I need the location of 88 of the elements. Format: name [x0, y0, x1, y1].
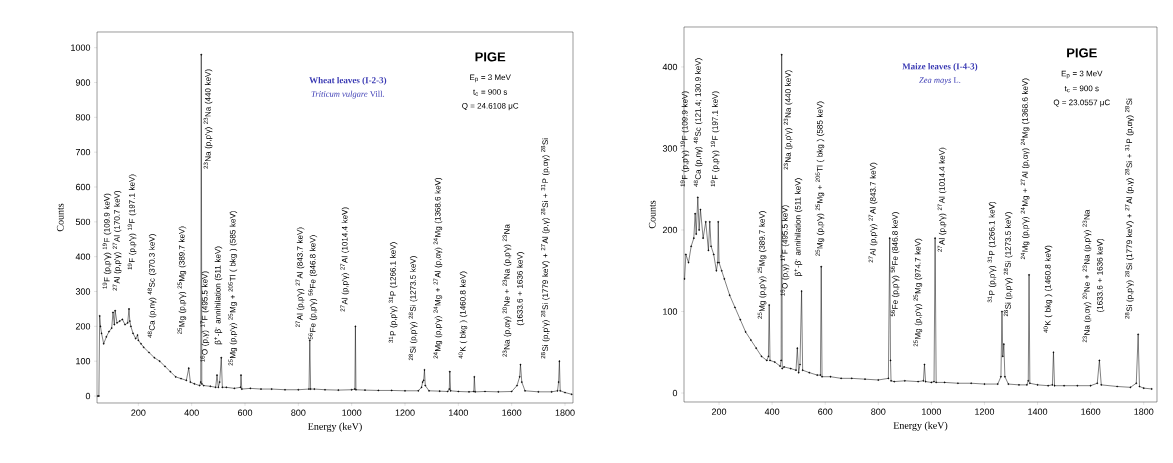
y-tick-label: 400	[662, 63, 678, 71]
annotation: $^{27}$Al (p,p'γ) $^{27}$Al (1014.4 keV)	[340, 207, 350, 312]
y-tick-label: 300	[662, 145, 678, 152]
annotation: $^{16}$O (p,γ) $^{17}$F (495.5 keV)	[200, 271, 210, 362]
text: $^{28}$Si (p,p'γ) $^{28}$Si (1779 keV) + $^{27}$Al (p,γ) $^{28}$Si + $^{31}$P (p,αγ) $^{28}$Si	[1125, 98, 1134, 319]
y-tick-label: 0	[672, 389, 678, 397]
annotation: $^{25}$Mg (p,p'γ) $^{25}$Mg + $^{205}$Tl ( bkg ) (585 keV)	[815, 101, 825, 256]
x-tick-label: 1600	[1081, 408, 1101, 415]
y-tick-label: 500	[75, 218, 91, 226]
y-axis-title: Counts	[56, 203, 64, 232]
annotation: (1633.6 + 1636 keV)	[516, 252, 525, 326]
text: Maize leaves (I-4-3)	[902, 63, 978, 72]
x-tick-label: 400	[764, 408, 780, 415]
text: $^{28}$Si (p,p'γ) $^{28}$Si (1779 keV) + $^{27}$Al (p,γ) $^{28}$Si + $^{31}$P (p,αγ) $^{28}$Si	[540, 138, 550, 359]
x-axis-title: Energy (keV)	[308, 422, 362, 432]
x-tick-label: 1800	[1134, 408, 1154, 415]
x-tick-label: 1000	[922, 408, 942, 415]
x-tick-label: 800	[871, 408, 886, 415]
annotation: $^{19}$F (p,p'γ) $^{19}$F (109.9 keV)	[680, 91, 690, 187]
x-tick-label: 1400	[1028, 408, 1048, 415]
y-tick-label: 200	[75, 323, 91, 330]
x-tick-label: 600	[818, 408, 833, 415]
annotation: Zea mays L.	[919, 77, 961, 85]
x-tick-label: 1800	[555, 409, 575, 416]
annotation: $^{31}$P (p,p'γ) $^{31}$P (1266.1 keV)	[388, 242, 398, 343]
y-tick-label: 100	[76, 357, 91, 365]
x-tick-label: 200	[131, 409, 146, 416]
x-tick-label: 1400	[449, 409, 468, 416]
text: PIGE	[1067, 48, 1097, 58]
annotation: t$_{c}$ = 900 s	[1064, 85, 1099, 93]
annotation: $^{25}$Mg (p,p'γ) $^{25}$Mg (389.7 keV)	[177, 226, 187, 335]
x-axis-title: Energy (keV)	[893, 421, 948, 431]
annotation: $^{23}$Na (p,p'γ) $^{23}$Na (440 keV)	[203, 69, 213, 169]
annotation: Q = 24.6108 μC	[462, 103, 519, 111]
annotation: β$^{+}$-β$^{-}$ annihilation (511 keV)	[214, 246, 223, 345]
text: Wheat leaves (I-2-3)	[309, 76, 387, 86]
annotation: $^{28}$Si (p,p'γ) $^{28}$Si (1273.5 keV)	[1003, 212, 1013, 317]
annotation: $^{48}$Ca (p,nγ) $^{48}$Sc (121.4; 130.9 keV)	[693, 58, 703, 187]
y-tick-label: 300	[75, 288, 91, 295]
annotation: $^{25}$Mg (p,p'γ) $^{25}$Mg (974.7 keV)	[913, 238, 923, 347]
y-tick-label: 900	[75, 79, 91, 86]
annotation: $^{23}$Na (p,αγ) $^{20}$Ne + $^{23}$Na (p,p'γ) $^{23}$Na	[502, 224, 512, 357]
annotation: E$_{p}$ = 3 MeV	[470, 74, 511, 83]
annotation: $^{23}$Na (p,p'γ) $^{23}$Na (440 keV)	[783, 70, 793, 170]
y-tick-label: 100	[663, 308, 678, 315]
y-tick-label: 600	[75, 183, 91, 191]
annotation: (1633.6 + 1636 keV)	[1096, 238, 1105, 312]
x-tick-label: 400	[184, 409, 199, 416]
annotation: $^{31}$P (p,p'γ) $^{31}$P (1266.1 keV)	[987, 201, 997, 303]
annotation: $^{19}$F (p,p'γ) $^{19}$F (197.1 keV)	[127, 174, 137, 270]
x-tick-label: 1600	[502, 409, 522, 416]
annotation: $^{23}$Na (p,αγ) $^{20}$Ne + $^{23}$Na (p,p'γ) $^{23}$Na	[1082, 209, 1092, 343]
y-axis-title: Counts	[648, 200, 656, 229]
annotation: Triticum vulgare Vill.	[311, 90, 385, 99]
annotation: $^{28}$Si (p,p'γ) $^{28}$Si (1273.5 keV)	[408, 256, 418, 361]
annotation: $^{27}$Al (p,p'γ) $^{27}$Al (843.7 keV)	[868, 162, 878, 263]
y-tick-label: 700	[75, 148, 91, 156]
y-tick-label: 0	[85, 392, 91, 400]
annotation: $^{48}$Ca (p,nγ) $^{48}$Sc (370.3 keV)	[147, 234, 157, 338]
text: PIGE	[475, 52, 506, 62]
annotation: $^{27}$Al (p,p'γ) $^{27}$Al (170.7 keV)	[112, 190, 122, 291]
y-tick-label: 400	[75, 253, 91, 260]
annotation: $^{40}$K ( bkg ) (1460.8 keV)	[458, 271, 468, 359]
y-tick-label: 1000	[71, 44, 91, 51]
annotation: $^{27}$Al (p,p'γ) $^{27}$Al (1014.4 keV)	[937, 147, 947, 252]
annotation: Q = 23.0557 μC	[1053, 99, 1110, 107]
y-tick-label: 800	[75, 114, 91, 121]
x-tick-label: 1200	[395, 409, 415, 416]
annotation: t$_{c}$ = 900 s	[473, 89, 508, 96]
annotation: β$^{+}$-β$^{-}$ annihilation (511 keV)	[794, 178, 803, 277]
annotation: $^{19}$F (p,p'γ) $^{19}$F (109.9 keV)	[102, 193, 112, 289]
annotation: $^{25}$Mg (p,p'γ) $^{25}$Mg + $^{205}$Tl ( bkg ) (585 keV)	[228, 211, 238, 366]
x-tick-label: 600	[237, 409, 253, 416]
annotation: $^{16}$O (p,γ) $^{17}$F (495.5 keV)	[780, 205, 790, 296]
x-tick-label: 800	[291, 409, 306, 416]
x-tick-label: 1000	[342, 409, 362, 416]
annotation: $^{27}$Al (p,p'γ) $^{27}$Al (843.7 keV)	[295, 227, 305, 328]
x-tick-label: 200	[711, 408, 727, 415]
annotation: $^{25}$Mg (p,p'γ) $^{25}$Mg (389.7 keV)	[757, 211, 767, 319]
annotation: $^{24}$Mg (p,p'γ) $^{24}$Mg + $^{27}$Al (p,αγ) $^{24}$Mg (1368.6 keV)	[433, 177, 443, 359]
annotation: $^{24}$Mg (p,p'γ) $^{24}$Mg + $^{27}$Al (p,αγ) $^{24}$Mg (1368.6 keV)	[1020, 78, 1030, 260]
annotation: E$_{p}$ = 3 MeV	[1061, 70, 1103, 79]
annotation: $^{40}$K ( bkg ) (1460.8 keV)	[1043, 245, 1053, 333]
x-tick-label: 1200	[975, 408, 995, 415]
annotation: $^{56}$Fe (p,p'γ) $^{56}$Fe (846.8 keV)	[890, 212, 900, 317]
annotation: $^{19}$F (p,p'γ) $^{19}$F (197.1 keV)	[710, 91, 720, 187]
y-tick-label: 200	[662, 226, 678, 234]
annotation: $^{56}$Fe (p,p'γ) $^{56}$Fe (846.8 keV)	[308, 235, 318, 340]
